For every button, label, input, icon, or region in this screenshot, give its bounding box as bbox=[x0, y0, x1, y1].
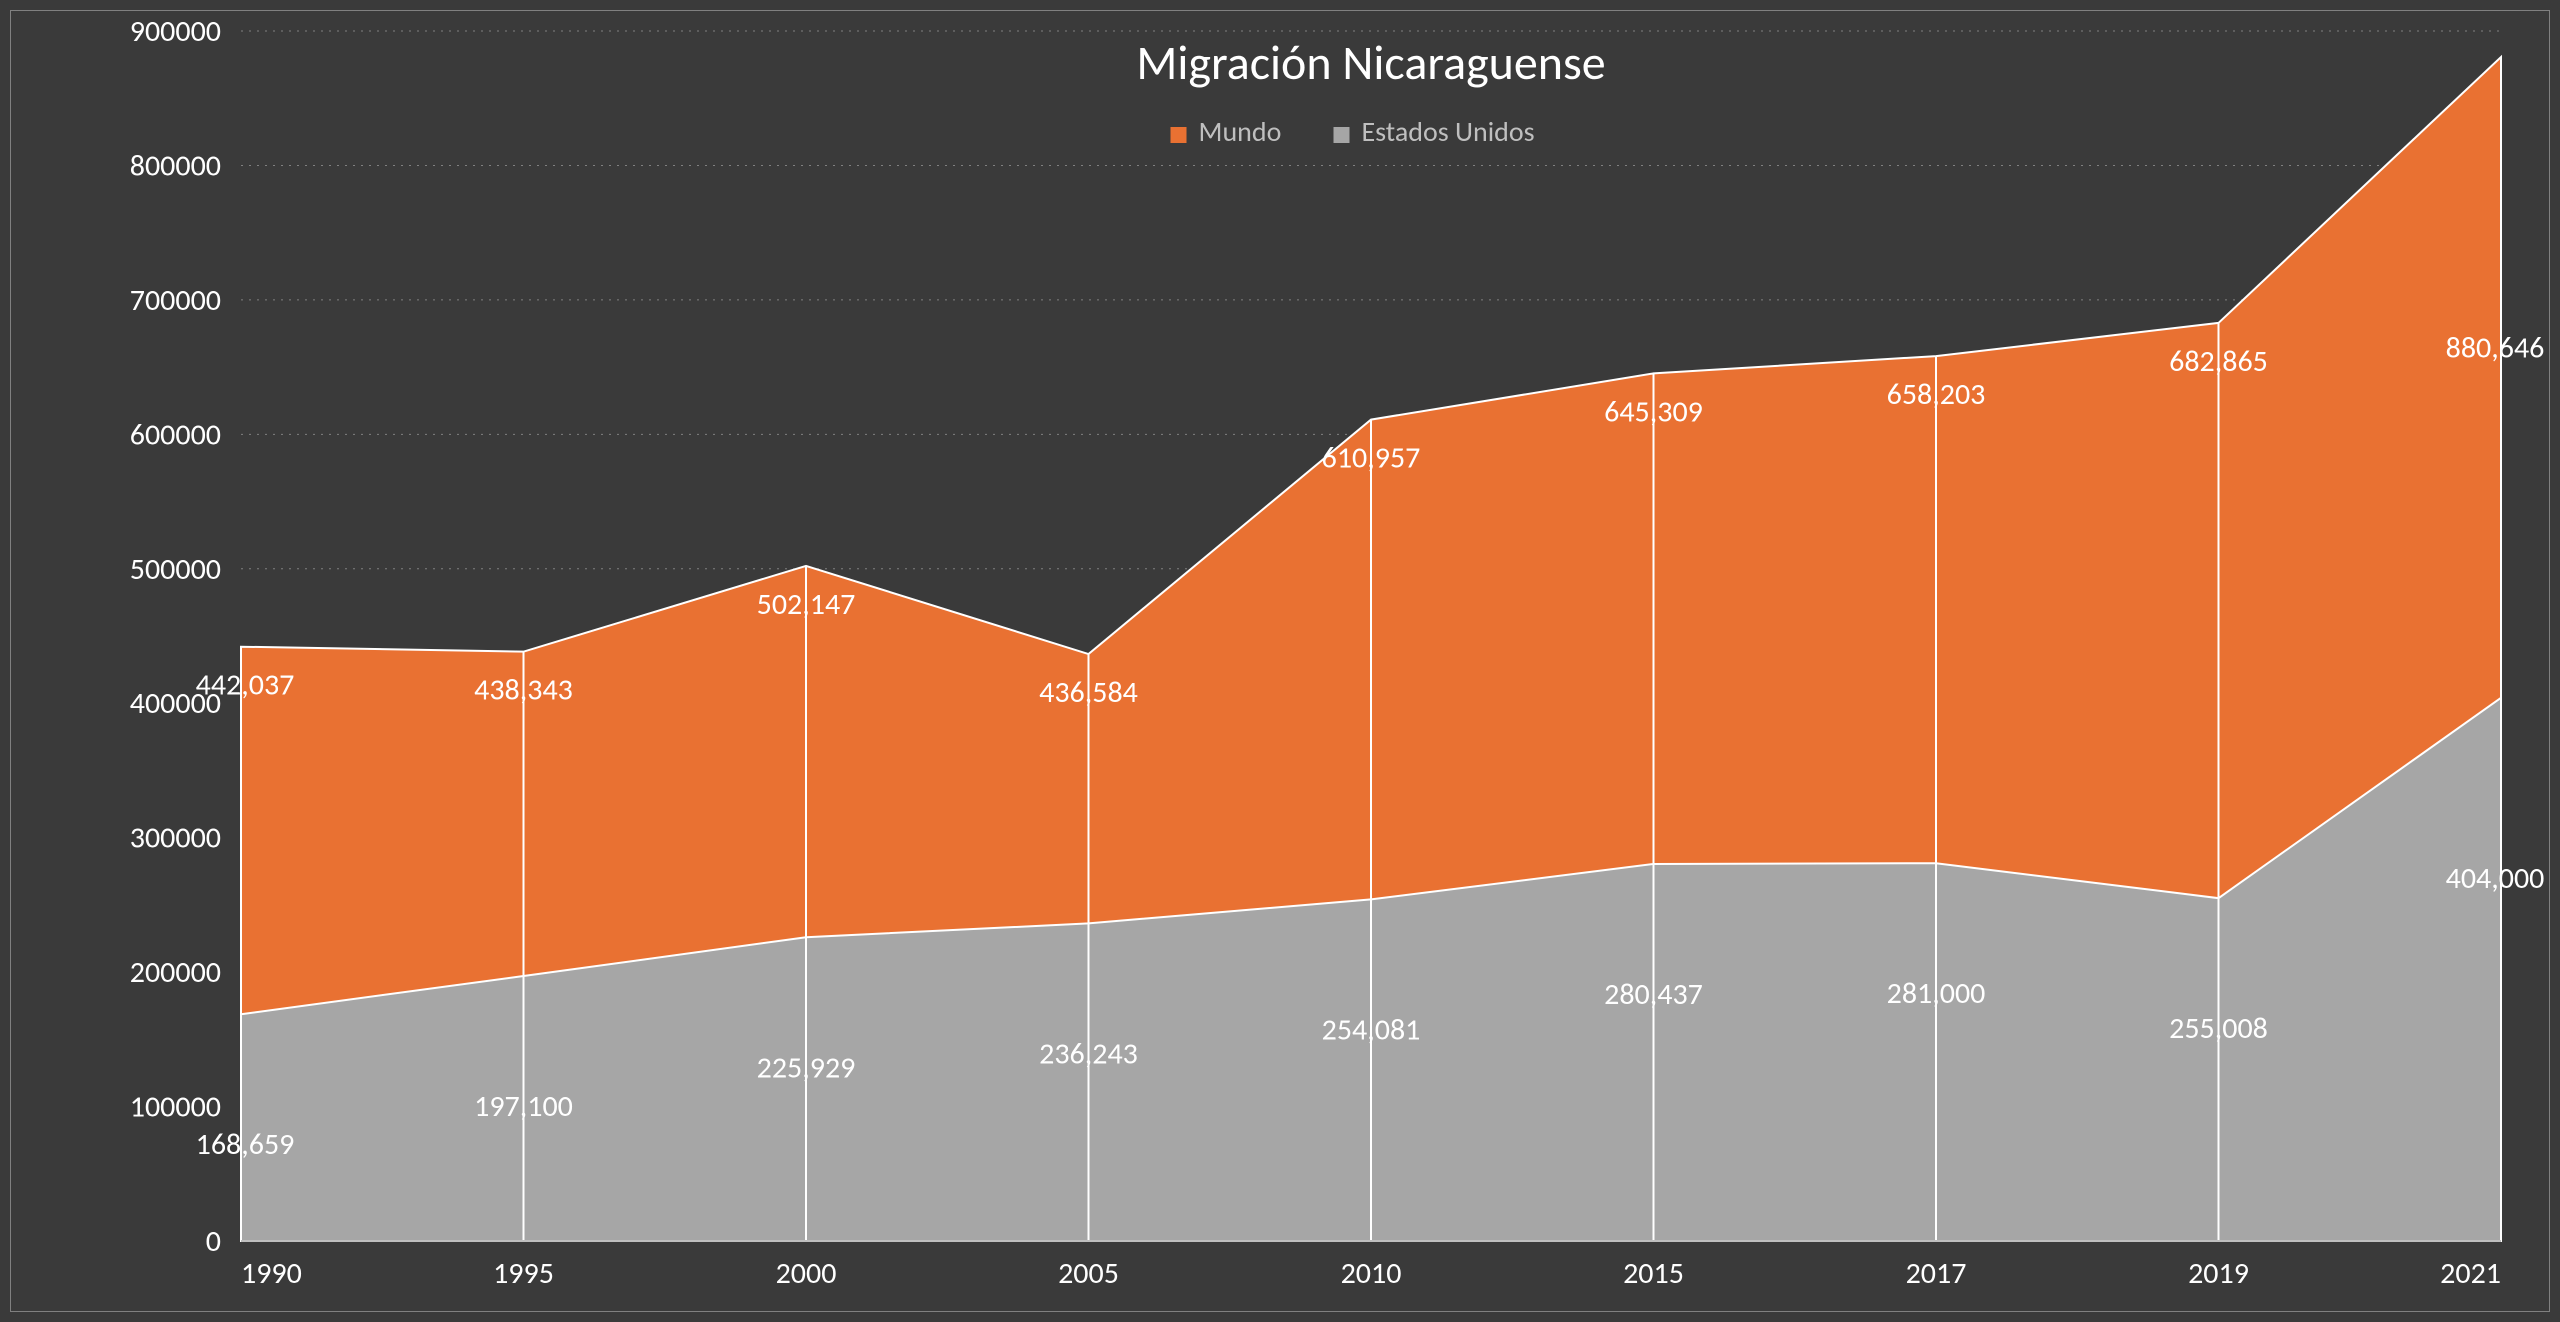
data-label-estados-unidos: 255,008 bbox=[2169, 1010, 2268, 1047]
x-tick-label: 2005 bbox=[1058, 1255, 1119, 1292]
data-label-mundo: 502,147 bbox=[757, 586, 856, 623]
x-tick-label: 2019 bbox=[2188, 1255, 2249, 1292]
data-label-mundo: 442,037 bbox=[196, 667, 295, 704]
data-label-estados-unidos: 168,659 bbox=[196, 1126, 295, 1163]
y-tick-label: 800000 bbox=[130, 147, 221, 184]
data-label-mundo: 658,203 bbox=[1887, 376, 1986, 413]
legend-label: Mundo bbox=[1199, 114, 1282, 149]
data-label-mundo: 880,646 bbox=[2446, 329, 2545, 366]
data-label-mundo: 682,865 bbox=[2169, 343, 2268, 380]
x-tick-label: 1990 bbox=[241, 1255, 302, 1292]
legend-label: Estados Unidos bbox=[1362, 114, 1535, 149]
data-label-estados-unidos: 281,000 bbox=[1887, 975, 1986, 1012]
y-tick-label: 500000 bbox=[130, 551, 221, 588]
y-tick-label: 0 bbox=[206, 1223, 221, 1260]
x-tick-label: 2000 bbox=[776, 1255, 837, 1292]
x-tick-labels: 1990 1995 2000 2005 2010 2015 2017 2019 2021 bbox=[241, 1255, 2501, 1292]
legend: Mundo Estados Unidos bbox=[1171, 114, 1535, 149]
y-tick-label: 900000 bbox=[130, 13, 221, 50]
data-label-estados-unidos: 236,243 bbox=[1039, 1035, 1138, 1072]
y-tick-label: 100000 bbox=[130, 1089, 221, 1126]
chart-container: 0100000200000300000400000500000600000700… bbox=[10, 10, 2550, 1312]
x-tick-label: 1995 bbox=[493, 1255, 554, 1292]
chart-svg: 0100000200000300000400000500000600000700… bbox=[11, 11, 2551, 1313]
y-tick-label: 600000 bbox=[130, 416, 221, 453]
data-label-mundo: 438,343 bbox=[474, 672, 573, 709]
x-tick-label: 2017 bbox=[1906, 1255, 1967, 1292]
data-label-estados-unidos: 197,100 bbox=[474, 1088, 573, 1125]
y-tick-label: 300000 bbox=[130, 820, 221, 857]
data-label-estados-unidos: 225,929 bbox=[757, 1049, 856, 1086]
chart-title: Migración Nicaraguense bbox=[1136, 33, 1605, 92]
data-label-estados-unidos: 404,000 bbox=[2446, 860, 2545, 897]
data-label-mundo: 610,957 bbox=[1322, 440, 1421, 477]
y-tick-label: 700000 bbox=[130, 282, 221, 319]
data-label-mundo: 436,584 bbox=[1039, 674, 1138, 711]
data-label-mundo: 645,309 bbox=[1604, 393, 1703, 430]
data-label-estados-unidos: 254,081 bbox=[1322, 1011, 1421, 1048]
data-label-estados-unidos: 280,437 bbox=[1604, 976, 1703, 1013]
y-tick-label: 200000 bbox=[130, 954, 221, 991]
x-tick-label: 2021 bbox=[2440, 1255, 2501, 1292]
legend-marker bbox=[1171, 127, 1187, 143]
x-tick-label: 2015 bbox=[1623, 1255, 1684, 1292]
legend-marker bbox=[1334, 127, 1350, 143]
x-tick-label: 2010 bbox=[1341, 1255, 1402, 1292]
